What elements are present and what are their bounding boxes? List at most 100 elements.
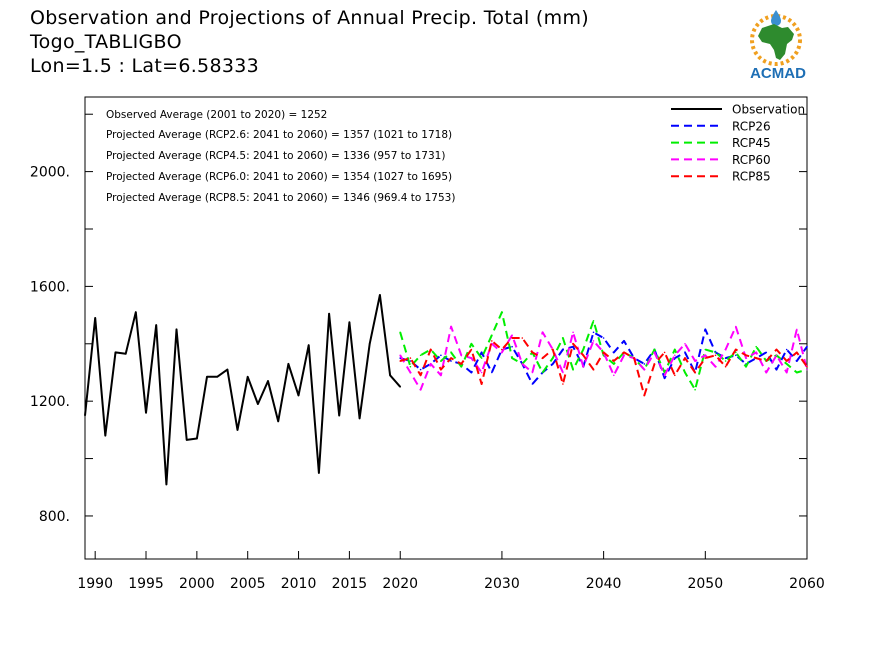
data-point-observation — [226, 368, 229, 371]
data-point-rcp26 — [775, 368, 778, 371]
data-point-rcp45 — [552, 357, 554, 359]
coordinates-label: Lon=1.5 : Lat=6.58333 — [30, 55, 260, 77]
data-point-rcp85 — [541, 357, 544, 359]
data-point-rcp85 — [511, 337, 513, 339]
data-point-rcp45 — [450, 351, 452, 354]
x-axis: 1990 1995 2000 2005 2010 2015 2020 2030 2040 2050… — [77, 551, 825, 592]
data-point-rcp26 — [602, 337, 605, 339]
data-point-observation — [145, 411, 147, 414]
data-point-rcp60 — [501, 351, 503, 354]
data-point-rcp85 — [806, 365, 808, 368]
data-point-rcp85 — [602, 351, 605, 354]
data-point-observation — [135, 311, 137, 314]
data-point-rcp60 — [694, 360, 696, 362]
data-point-rcp60 — [785, 371, 788, 374]
x-tick-label: 2020 — [382, 576, 418, 592]
data-point-rcp60 — [745, 357, 747, 359]
data-point-rcp60 — [623, 354, 625, 357]
data-point-observation — [84, 414, 86, 417]
location-name: Togo_TABLIGBO — [30, 31, 182, 53]
data-point-rcp60 — [399, 354, 402, 357]
data-point-observation — [379, 294, 381, 296]
data-point-rcp85 — [501, 348, 503, 351]
data-point-rcp85 — [592, 368, 595, 371]
data-point-rcp60 — [714, 365, 717, 368]
data-point-observation — [358, 417, 361, 420]
data-point-rcp26 — [511, 345, 513, 348]
series-line-rcp45 — [399, 311, 808, 391]
data-point-observation — [124, 353, 127, 355]
chart-header: Observation and Projections of Annual Pr… — [30, 6, 589, 78]
data-point-rcp26 — [663, 377, 666, 380]
data-point-rcp45 — [785, 363, 788, 365]
data-point-rcp60 — [653, 351, 656, 354]
data-point-rcp85 — [653, 363, 656, 365]
data-point-rcp85 — [429, 348, 432, 351]
x-tick-label: 2050 — [687, 576, 723, 592]
stat-rcp45: Projected Average (RCP4.5: 2041 to 2060)… — [106, 150, 445, 162]
data-point-rcp60 — [450, 325, 452, 328]
data-point-observation — [257, 403, 259, 405]
data-point-observation — [206, 376, 208, 378]
stat-observed: Observed Average (2001 to 2020) = 1252 — [106, 109, 327, 121]
data-point-rcp45 — [755, 345, 757, 348]
x-tick-label: 2060 — [789, 576, 825, 592]
data-point-rcp45 — [470, 343, 473, 345]
data-point-rcp60 — [541, 331, 544, 334]
data-point-rcp45 — [572, 368, 574, 371]
data-point-rcp85 — [419, 374, 422, 377]
data-point-rcp85 — [531, 351, 534, 354]
data-point-rcp26 — [572, 345, 574, 348]
data-point-rcp45 — [592, 320, 595, 322]
data-point-rcp85 — [735, 348, 737, 351]
data-point-rcp60 — [572, 331, 574, 334]
data-point-rcp60 — [419, 388, 422, 391]
data-point-rcp60 — [724, 348, 727, 351]
data-point-rcp26 — [785, 348, 788, 351]
data-point-rcp85 — [765, 360, 768, 362]
y-axis: 800. 1200. 1600. 2000. — [30, 113, 807, 525]
series-layer — [84, 294, 808, 486]
data-point-rcp26 — [552, 363, 554, 365]
data-point-observation — [185, 439, 188, 441]
data-point-rcp26 — [623, 340, 625, 342]
x-tick-label: 1990 — [77, 576, 113, 592]
sun-ring-icon — [750, 14, 802, 66]
data-point-rcp26 — [735, 354, 737, 357]
data-point-observation — [94, 317, 96, 319]
data-point-rcp45 — [724, 360, 727, 362]
data-point-rcp45 — [501, 311, 503, 314]
data-point-rcp60 — [582, 365, 585, 368]
data-point-rcp85 — [409, 357, 412, 359]
data-point-observation — [297, 394, 300, 397]
data-point-rcp85 — [714, 354, 717, 357]
data-point-rcp85 — [440, 368, 442, 371]
data-point-rcp60 — [470, 357, 473, 359]
data-point-observation — [318, 472, 320, 474]
data-point-rcp60 — [775, 354, 778, 357]
data-point-rcp45 — [419, 354, 422, 357]
data-point-rcp85 — [470, 348, 473, 351]
data-point-rcp45 — [796, 371, 798, 374]
data-point-observation — [155, 324, 157, 326]
data-point-rcp60 — [643, 368, 646, 371]
data-point-rcp26 — [409, 360, 412, 362]
data-point-rcp60 — [755, 351, 757, 354]
data-point-observation — [399, 386, 402, 388]
y-tick-label: 1600. — [30, 279, 70, 295]
data-point-rcp60 — [531, 371, 534, 374]
x-tick-label: 2005 — [230, 576, 266, 592]
data-point-rcp26 — [531, 383, 534, 385]
data-point-rcp60 — [806, 368, 808, 371]
data-point-rcp26 — [724, 357, 727, 359]
data-point-rcp85 — [755, 357, 757, 359]
data-point-rcp26 — [480, 351, 483, 354]
data-point-rcp45 — [440, 360, 442, 362]
water-drop-icon — [771, 10, 781, 26]
y-tick-label: 1200. — [30, 394, 70, 410]
data-point-observation — [307, 344, 310, 347]
data-point-rcp45 — [582, 348, 585, 351]
data-point-rcp85 — [552, 348, 554, 351]
legend-label-rcp85: RCP85 — [732, 170, 771, 184]
